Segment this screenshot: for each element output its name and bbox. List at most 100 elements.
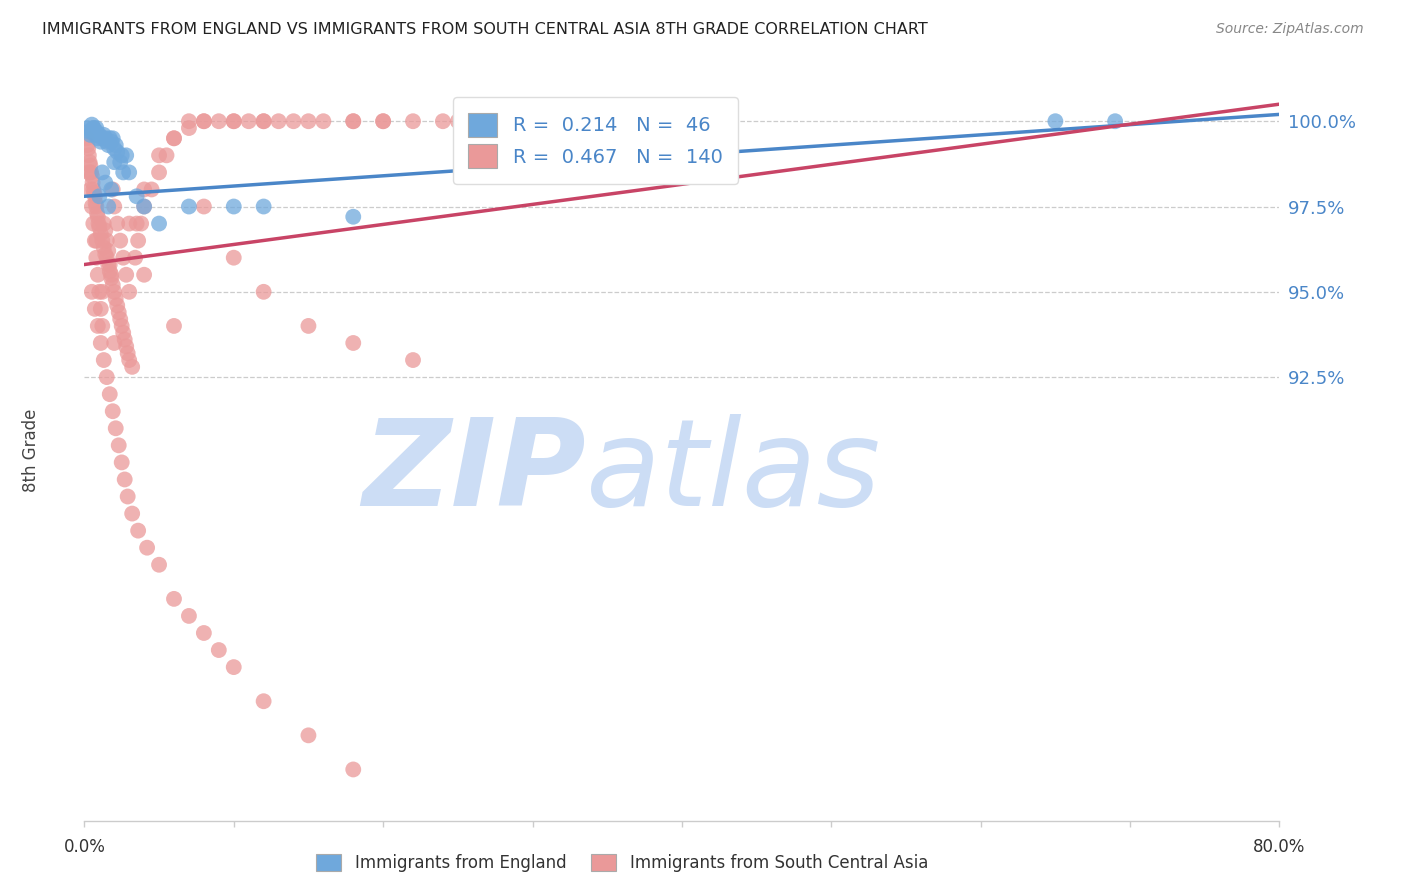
Point: [90, 135, 112, 149]
Point: [103, 141, 125, 155]
Point: [193, 114, 215, 128]
Point: [125, 217, 148, 231]
Point: [80, 169, 103, 183]
Point: [80, 165, 103, 179]
Point: [177, 114, 200, 128]
Point: [522, 114, 544, 128]
Point: [96, 135, 118, 149]
Point: [342, 336, 364, 351]
Point: [105, 217, 128, 231]
Point: [80, 118, 103, 132]
Point: [93, 240, 115, 254]
Point: [596, 148, 619, 162]
Point: [82, 217, 104, 231]
Point: [136, 541, 159, 555]
Point: [86, 234, 108, 248]
Point: [114, 473, 136, 487]
Point: [82, 176, 104, 190]
Point: [373, 114, 395, 128]
Point: [90, 301, 112, 316]
Point: [1045, 114, 1067, 128]
Point: [77, 124, 100, 138]
Point: [447, 114, 470, 128]
Point: [76, 121, 98, 136]
Point: [177, 609, 200, 624]
Point: [101, 131, 124, 145]
Point: [100, 135, 122, 149]
Point: [208, 114, 231, 128]
Text: 80.0%: 80.0%: [1253, 838, 1306, 855]
Point: [89, 128, 111, 142]
Point: [82, 182, 104, 196]
Point: [342, 763, 364, 777]
Point: [93, 217, 115, 231]
Point: [253, 694, 276, 708]
Point: [222, 251, 245, 265]
Point: [86, 121, 108, 136]
Point: [124, 251, 146, 265]
Point: [97, 258, 120, 272]
Point: [79, 155, 101, 169]
Point: [115, 339, 138, 353]
Point: [492, 165, 515, 179]
Point: [93, 128, 115, 142]
Point: [83, 301, 105, 316]
Text: Source: ZipAtlas.com: Source: ZipAtlas.com: [1216, 22, 1364, 37]
Point: [125, 189, 148, 203]
Point: [238, 114, 260, 128]
Point: [89, 189, 111, 203]
Point: [222, 660, 245, 674]
Point: [596, 114, 619, 128]
Point: [100, 271, 122, 285]
Point: [163, 318, 186, 333]
Point: [86, 206, 108, 220]
Point: [100, 182, 122, 196]
Point: [91, 165, 114, 179]
Point: [98, 387, 121, 401]
Point: [522, 114, 544, 128]
Point: [98, 131, 121, 145]
Point: [253, 114, 276, 128]
Point: [253, 200, 276, 214]
Point: [104, 292, 127, 306]
Point: [112, 326, 135, 340]
Point: [87, 131, 110, 145]
Point: [222, 114, 245, 128]
Point: [373, 114, 395, 128]
Point: [80, 200, 103, 214]
Legend: Immigrants from England, Immigrants from South Central Asia: Immigrants from England, Immigrants from…: [309, 847, 935, 879]
Point: [193, 114, 215, 128]
Point: [111, 318, 134, 333]
Point: [177, 121, 200, 136]
Point: [80, 285, 103, 299]
Point: [87, 128, 110, 142]
Point: [94, 131, 117, 145]
Point: [297, 728, 319, 742]
Point: [112, 165, 135, 179]
Point: [77, 148, 100, 162]
Point: [111, 455, 134, 469]
Point: [90, 336, 112, 351]
Point: [110, 234, 132, 248]
Point: [402, 353, 425, 368]
Point: [208, 643, 231, 657]
Point: [163, 591, 186, 606]
Text: 0.0%: 0.0%: [63, 838, 105, 855]
Point: [148, 148, 170, 162]
Point: [193, 200, 215, 214]
Point: [82, 121, 104, 136]
Point: [79, 128, 101, 142]
Point: [90, 227, 112, 241]
Point: [283, 114, 305, 128]
Point: [461, 114, 484, 128]
Point: [84, 196, 107, 211]
Point: [94, 176, 117, 190]
Point: [87, 268, 110, 282]
Point: [127, 234, 149, 248]
Point: [163, 131, 186, 145]
Point: [96, 234, 118, 248]
Point: [132, 200, 156, 214]
Point: [107, 305, 129, 319]
Point: [98, 264, 121, 278]
Point: [253, 114, 276, 128]
